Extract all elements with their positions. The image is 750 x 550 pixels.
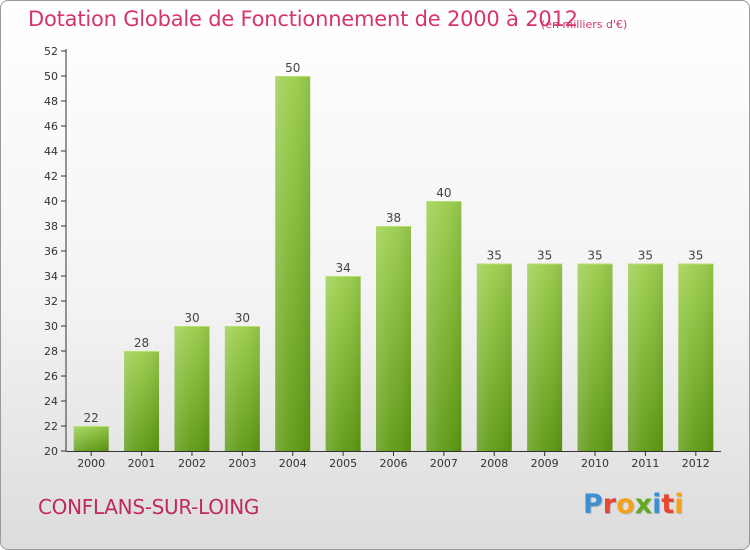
x-tick-label: 2003 [228,457,256,470]
bar-value-label: 35 [537,249,552,263]
bar-value-label: 35 [587,249,602,263]
logo-letter: i [674,489,684,520]
x-tick-label: 2004 [279,457,307,470]
y-tick-label: 46 [44,120,58,133]
x-tick-label: 2008 [480,457,508,470]
logo-letter: o [616,489,635,520]
y-tick-label: 20 [44,445,58,458]
y-tick-label: 24 [44,395,58,408]
x-tick-label: 2002 [178,457,206,470]
x-tick-label: 2012 [682,457,710,470]
bar-shine [577,263,613,451]
y-tick-label: 36 [44,245,58,258]
chart-subtitle: (en milliers d'€) [541,18,628,31]
bar-shine [124,351,160,451]
bar-shine [527,263,563,451]
y-tick-label: 50 [44,70,58,83]
bar-shine [73,426,109,451]
bar-value-label: 50 [285,61,300,75]
y-tick-label: 30 [44,320,58,333]
bar-value-label: 22 [84,411,99,425]
bar-shine [275,76,311,451]
bar-shine [627,263,663,451]
x-tick-label: 2001 [128,457,156,470]
bar-shine [376,226,411,451]
y-tick-label: 48 [44,95,58,108]
chart-title: Dotation Globale de Fonctionnement de 20… [28,7,578,31]
logo-letter: x [634,489,653,520]
x-tick-label: 2009 [531,457,559,470]
y-tick-label: 26 [44,370,58,383]
bar-value-label: 35 [638,249,653,263]
logo-letter: P [583,489,603,520]
logo-letter: r [602,489,617,520]
bar-shine [224,326,260,451]
y-tick-label: 42 [44,170,58,183]
bar-value-label: 34 [335,261,350,275]
bar-shine [476,263,512,451]
bar-value-label: 38 [386,211,401,225]
y-tick-label: 32 [44,295,58,308]
y-tick-label: 38 [44,220,58,233]
x-tick-label: 2005 [329,457,357,470]
commune-name: CONFLANS-SUR-LOING [38,495,260,519]
y-tick-label: 34 [44,270,58,283]
bar-value-label: 40 [436,186,451,200]
bar-value-label: 35 [688,249,703,263]
x-tick-label: 2011 [631,457,659,470]
logo-letter: t [661,489,675,520]
x-tick-label: 2010 [581,457,609,470]
x-tick-label: 2006 [380,457,408,470]
x-tick-label: 2007 [430,457,458,470]
bar-shine [426,201,462,451]
y-tick-label: 40 [44,195,58,208]
bar-value-label: 35 [487,249,502,263]
y-tick-label: 28 [44,345,58,358]
bar-value-label: 30 [184,311,199,325]
bar-value-label: 30 [235,311,250,325]
bar-value-label: 28 [134,336,149,350]
y-tick-label: 22 [44,420,58,433]
x-tick-label: 2000 [77,457,105,470]
bar-shine [678,263,714,451]
proxiti-logo[interactable]: Proxiti [583,489,684,520]
bar-shine [325,276,361,451]
y-tick-label: 44 [44,145,58,158]
y-tick-label: 52 [44,45,58,58]
logo-letter: i [652,489,662,520]
bar-shine [174,326,210,451]
